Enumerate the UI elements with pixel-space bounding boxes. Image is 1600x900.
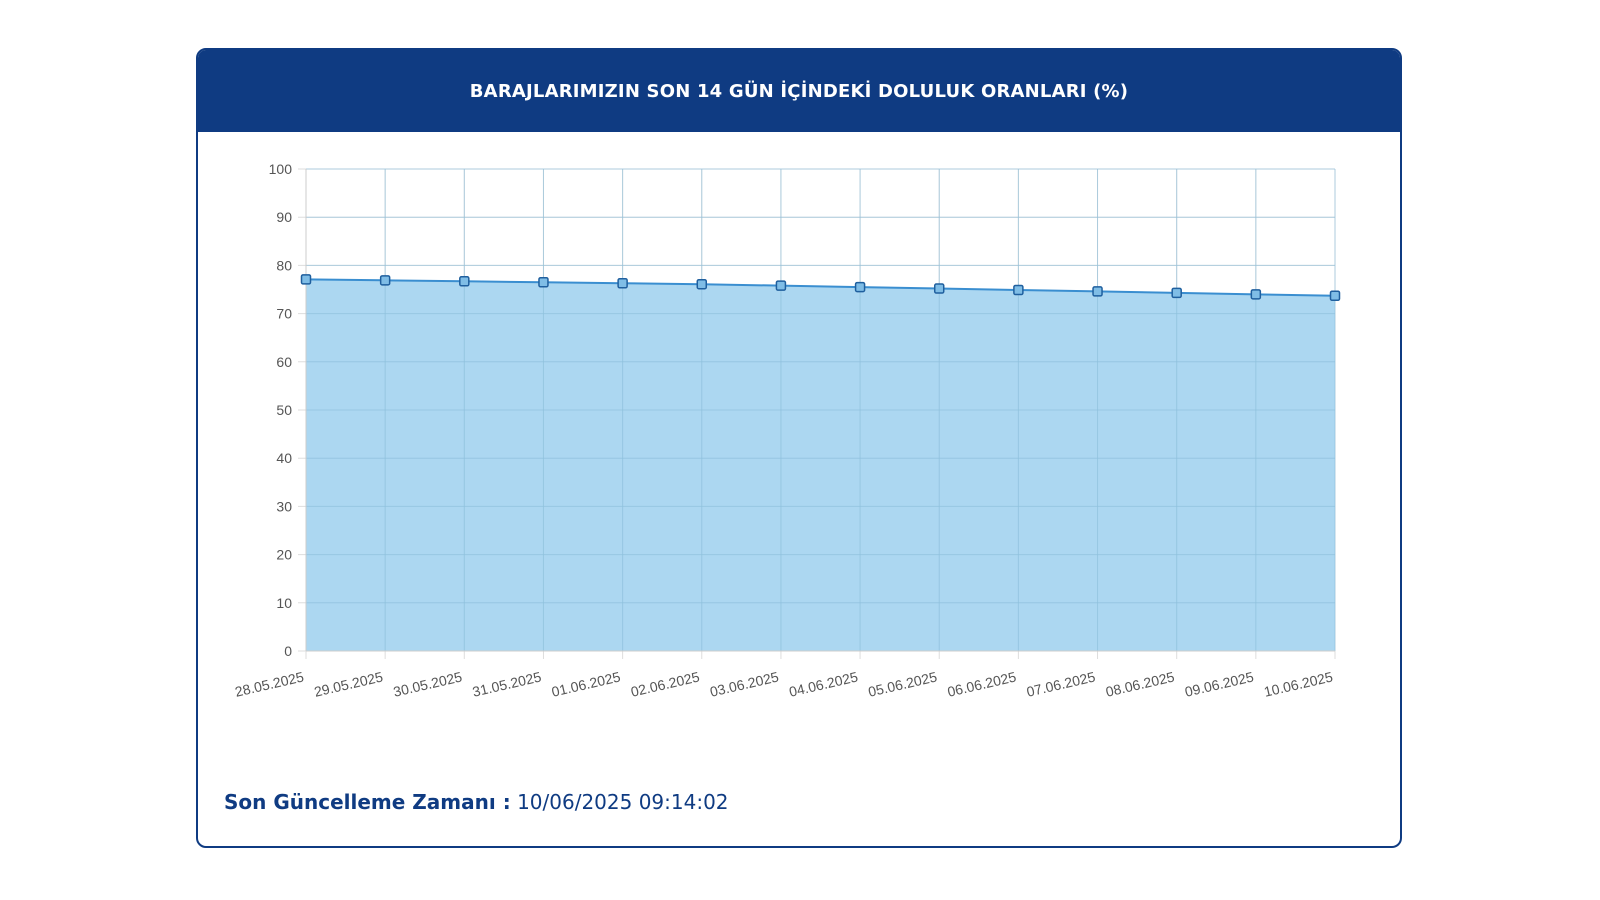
x-tick-label: 31.05.2025 [471,668,543,699]
data-point [933,283,945,294]
data-point [696,278,708,290]
last-update: Son Güncelleme Zamanı : 10/06/2025 09:14… [224,790,729,814]
y-tick-label: 100 [269,161,293,177]
x-tick-label: 06.06.2025 [946,668,1018,699]
x-tick-label: 30.05.2025 [392,668,464,699]
y-tick-label: 80 [276,257,292,273]
x-tick-label: 01.06.2025 [550,668,622,699]
x-tick-label: 03.06.2025 [708,668,780,699]
y-tick-label: 40 [276,450,292,466]
x-tick-label: 07.06.2025 [1025,668,1097,699]
area-chart: 0 10 20 30 40 50 60 70 80 90 100 28.05.2025 29.05.20… [233,161,1341,700]
y-tick-label: 50 [276,402,292,418]
y-tick-label: 0 [284,643,292,659]
data-point [1092,286,1103,297]
x-tick-label: 02.06.2025 [629,668,701,699]
last-update-value: 10/06/2025 09:14:02 [517,790,729,814]
x-tick-label: 09.06.2025 [1183,668,1255,699]
x-tick-label: 29.05.2025 [313,668,385,699]
data-point [379,275,391,286]
chart-title: BARAJLARIMIZIN SON 14 GÜN İÇİNDEKİ DOLUL… [469,80,1129,102]
x-tick-label: 28.05.2025 [233,668,305,699]
data-point [1013,284,1024,296]
data-point [1250,289,1262,300]
x-tick-label: 08.06.2025 [1104,668,1176,699]
data-point [538,277,549,288]
data-point [300,274,312,285]
data-point [1171,287,1182,299]
y-tick-label: 60 [276,354,292,370]
x-tick-label: 10.06.2025 [1262,668,1334,699]
y-tick-label: 10 [276,595,292,611]
x-tick-label: 04.06.2025 [787,668,859,699]
data-point [1329,290,1341,302]
data-point [775,280,787,291]
chart-card: BARAJLARIMIZIN SON 14 GÜN İÇİNDEKİ DOLUL… [196,48,1402,848]
card-header: BARAJLARIMIZIN SON 14 GÜN İÇİNDEKİ DOLUL… [198,50,1400,132]
y-tick-label: 30 [276,498,292,514]
series-area [306,279,1335,651]
data-point [617,277,628,289]
x-tick-label: 05.06.2025 [867,668,939,699]
last-update-label: Son Güncelleme Zamanı : [224,790,511,814]
y-tick-label: 20 [276,547,292,563]
series-line [305,278,1336,297]
data-point [459,276,470,287]
data-point [854,281,866,293]
y-tick-label: 70 [276,306,292,322]
y-tick-label: 90 [276,209,292,225]
